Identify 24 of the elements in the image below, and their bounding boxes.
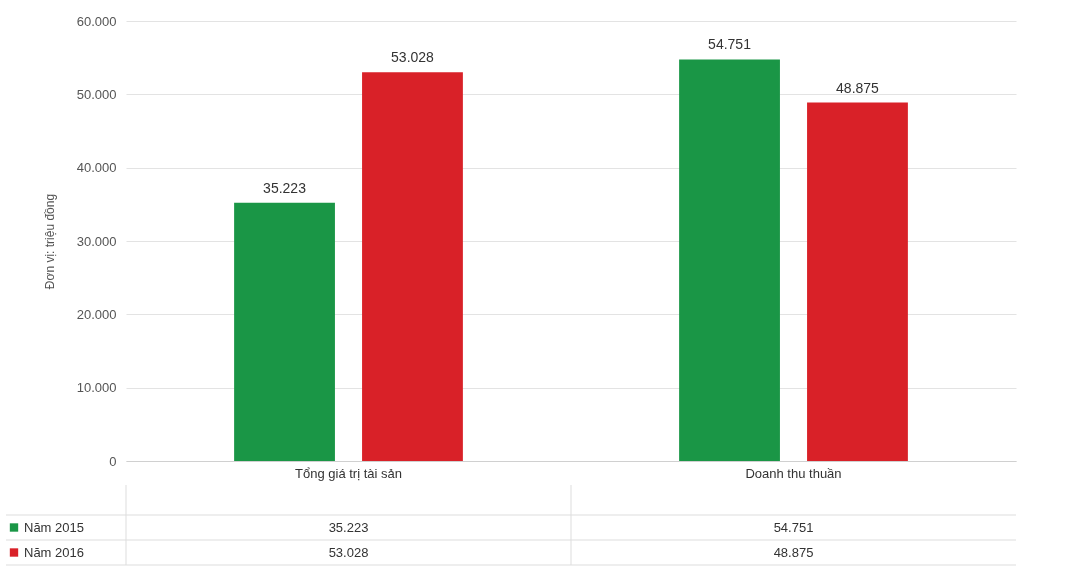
bar <box>679 59 780 461</box>
bar <box>234 202 335 461</box>
text: 48.875 <box>836 79 879 96</box>
data-label: 53.028 <box>328 544 369 560</box>
y-tick-label: 50.000 <box>76 86 117 102</box>
legend-label: Năm 2016 <box>24 544 84 560</box>
text: 53.028 <box>391 49 434 66</box>
y-tick-label: 0 <box>109 453 117 469</box>
x-tick-label: Doanh thu thuần <box>745 465 842 481</box>
y-tick-label: 30.000 <box>76 233 117 249</box>
legend-label: Năm 2015 <box>24 519 84 535</box>
y-axis-title: Đơn vị: triệu đồng <box>42 193 57 290</box>
y-tick-label: 20.000 <box>76 306 117 322</box>
y-tick-label: 40.000 <box>76 160 117 176</box>
text: 35.223 <box>263 179 306 196</box>
bar <box>362 72 463 461</box>
data-label: 35.223 <box>328 519 369 535</box>
data-label: 54.751 <box>773 519 814 535</box>
y-tick-label: 60.000 <box>76 13 117 29</box>
bar <box>807 102 908 461</box>
y-tick-label: 10.000 <box>76 380 117 396</box>
data-label: 48.875 <box>773 544 814 560</box>
text: 54.751 <box>708 36 751 53</box>
x-tick-label: Tổng giá trị tài sản <box>295 465 402 481</box>
